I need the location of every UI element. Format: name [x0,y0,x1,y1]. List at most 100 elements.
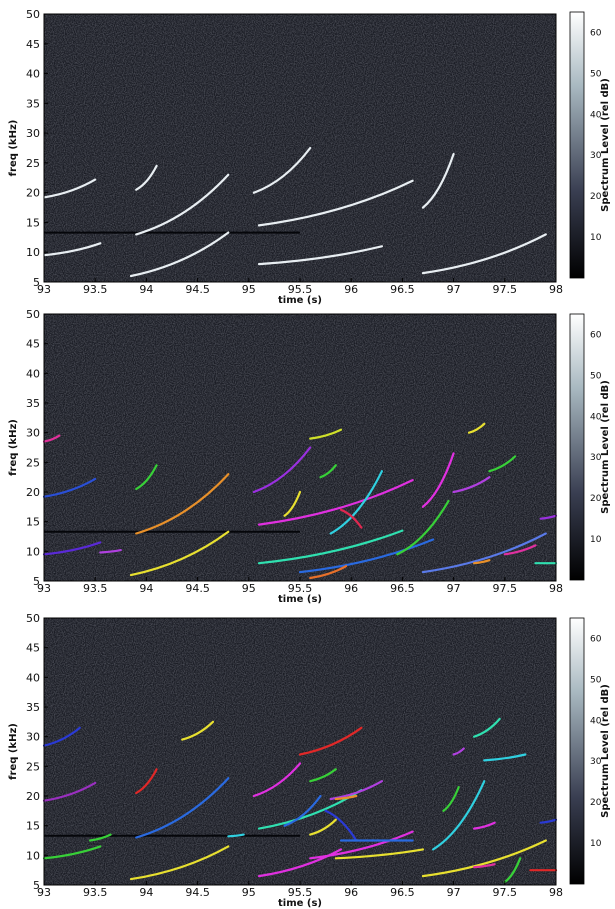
whistle-contour-1 [42,434,61,443]
whistle-contour-17 [309,565,348,580]
spectrogram-panel-2: 93 93.5 94 94.5 95 95.5 96 96.5 97 97.5 98 5 10 15 20 2… [8,308,611,605]
whistle-contour-9 [227,833,245,838]
whistle-contour-28 [473,821,496,830]
whistle-contour-8 [257,245,383,266]
y-tick-label: 35 [26,97,40,110]
background-noise [44,14,556,282]
colorbar-tick-label: 30 [590,151,602,161]
whistle-contour-18 [396,499,450,556]
whistle-contour-20 [309,830,414,860]
x-tick-label: 94.5 [185,582,210,595]
whistle-contour-16 [334,794,358,801]
y-tick-label: 30 [26,427,40,440]
whistle-contour-7 [135,777,230,839]
x-tick-label: 93 [37,283,51,296]
whistle-contour-12 [309,768,337,783]
y-tick-label: 25 [26,157,40,170]
x-tick-label: 98 [549,582,563,595]
whistle-contour-19 [421,452,455,508]
whistle-contour-6 [135,768,158,795]
whistle-contour-13 [283,490,302,517]
x-tick-label: 97 [447,582,461,595]
colorbar-label: Spectrum Level (rel dB) [600,380,611,514]
x-tick-label: 94.5 [185,283,210,296]
whistle-contour-17 [324,809,358,842]
whistle-contour-23 [421,532,547,574]
colorbar-tick-label: 60 [590,28,602,38]
whistle-contour-25 [483,753,527,762]
y-tick-label: 40 [26,671,40,684]
whistle-contour-16 [298,538,435,574]
x-tick-label: 93 [37,886,51,899]
whistle-contour-7 [257,179,414,227]
whistle-contour-8 [252,446,312,494]
colorbar [569,313,585,581]
spectrogram-panel-1: 93 93.5 94 94.5 95 95.5 96 96.5 97 97.5 98 5 10 15 20 2… [8,8,611,306]
background-noise [44,618,556,885]
x-tick-label: 95.5 [288,283,313,296]
whistle-contour-2 [42,781,97,802]
whistle-contour-29 [421,839,547,878]
whistle-contour-23 [442,786,460,812]
colorbar-tick-label: 60 [590,634,602,644]
whistle-contour-14 [339,508,363,529]
colorbar-tick-label: 50 [590,675,602,685]
whistle-contour-10 [298,726,363,756]
x-axis-label: time (s) [278,898,322,909]
whistle-contour-20 [467,422,486,434]
y-tick-label: 10 [26,849,40,862]
y-tick-label: 50 [26,308,40,321]
x-tick-label: 98 [549,886,563,899]
colorbar [569,11,585,279]
whistle-contour-18 [309,818,337,836]
colorbar-tick-label: 40 [590,412,602,422]
x-tick-label: 96.5 [390,283,415,296]
colorbar-tick-label: 20 [590,798,602,808]
whistle-contour-2 [42,477,97,498]
y-tick-label: 45 [26,338,40,351]
y-tick-label: 25 [26,456,40,469]
colorbar-tick-label: 20 [590,192,602,202]
whistle-contour-30 [503,857,522,884]
whistle-contour-21 [452,476,491,494]
x-tick-label: 94.5 [185,886,210,899]
y-tick-label: 40 [26,367,40,380]
whistle-contour-22 [488,455,517,473]
x-tick-label: 97.5 [493,582,518,595]
x-tick-label: 94 [139,283,153,296]
x-tick-label: 97 [447,283,461,296]
spectrogram-panel-3: 93 93.5 94 94.5 95 95.5 96 96.5 97 97.5 98 5 10 15 20 2… [8,612,611,909]
x-tick-label: 93.5 [83,283,108,296]
whistle-contour-6 [252,146,312,194]
whistle-contour-10 [421,233,547,275]
whistle-contour-32 [539,818,558,824]
y-tick-label: 15 [26,820,40,833]
colorbar-tick-label: 60 [590,330,602,340]
whistle-contour-26 [452,747,465,756]
y-tick-label: 15 [26,216,40,229]
whistle-contour-7 [129,530,230,577]
colorbar-tick-label: 30 [590,453,602,463]
whistle-contour-21 [334,848,424,860]
y-tick-label: 20 [26,187,40,200]
whistle-contour-24 [503,544,537,556]
background-noise [44,314,556,581]
x-axis-label: time (s) [278,594,322,605]
x-tick-label: 93.5 [83,886,108,899]
x-tick-label: 96 [344,582,358,595]
x-tick-label: 93 [37,582,51,595]
y-tick-label: 45 [26,38,40,51]
y-tick-label: 10 [26,246,40,259]
x-tick-label: 96.5 [390,582,415,595]
whistle-contour-11 [252,762,302,798]
y-axis-label: freq (kHz) [8,723,19,780]
x-tick-label: 97 [447,886,461,899]
y-tick-label: 5 [33,575,40,588]
whistle-contour-3 [135,164,158,191]
y-tick-label: 35 [26,701,40,714]
x-tick-label: 97.5 [493,886,518,899]
whistle-contour-15 [257,529,404,565]
y-tick-label: 30 [26,731,40,744]
whistle-contour-1 [42,726,81,747]
